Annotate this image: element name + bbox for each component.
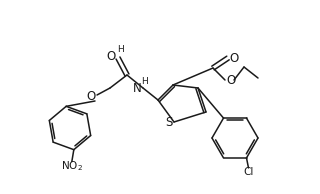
Text: O: O xyxy=(229,53,239,66)
Text: NO$_2$: NO$_2$ xyxy=(61,159,83,173)
Text: H: H xyxy=(116,44,124,54)
Text: N: N xyxy=(132,81,141,94)
Text: O: O xyxy=(106,50,116,63)
Text: S: S xyxy=(165,117,173,130)
Text: Cl: Cl xyxy=(243,167,254,177)
Text: H: H xyxy=(140,76,148,86)
Text: O: O xyxy=(86,90,96,104)
Text: O: O xyxy=(226,74,236,87)
